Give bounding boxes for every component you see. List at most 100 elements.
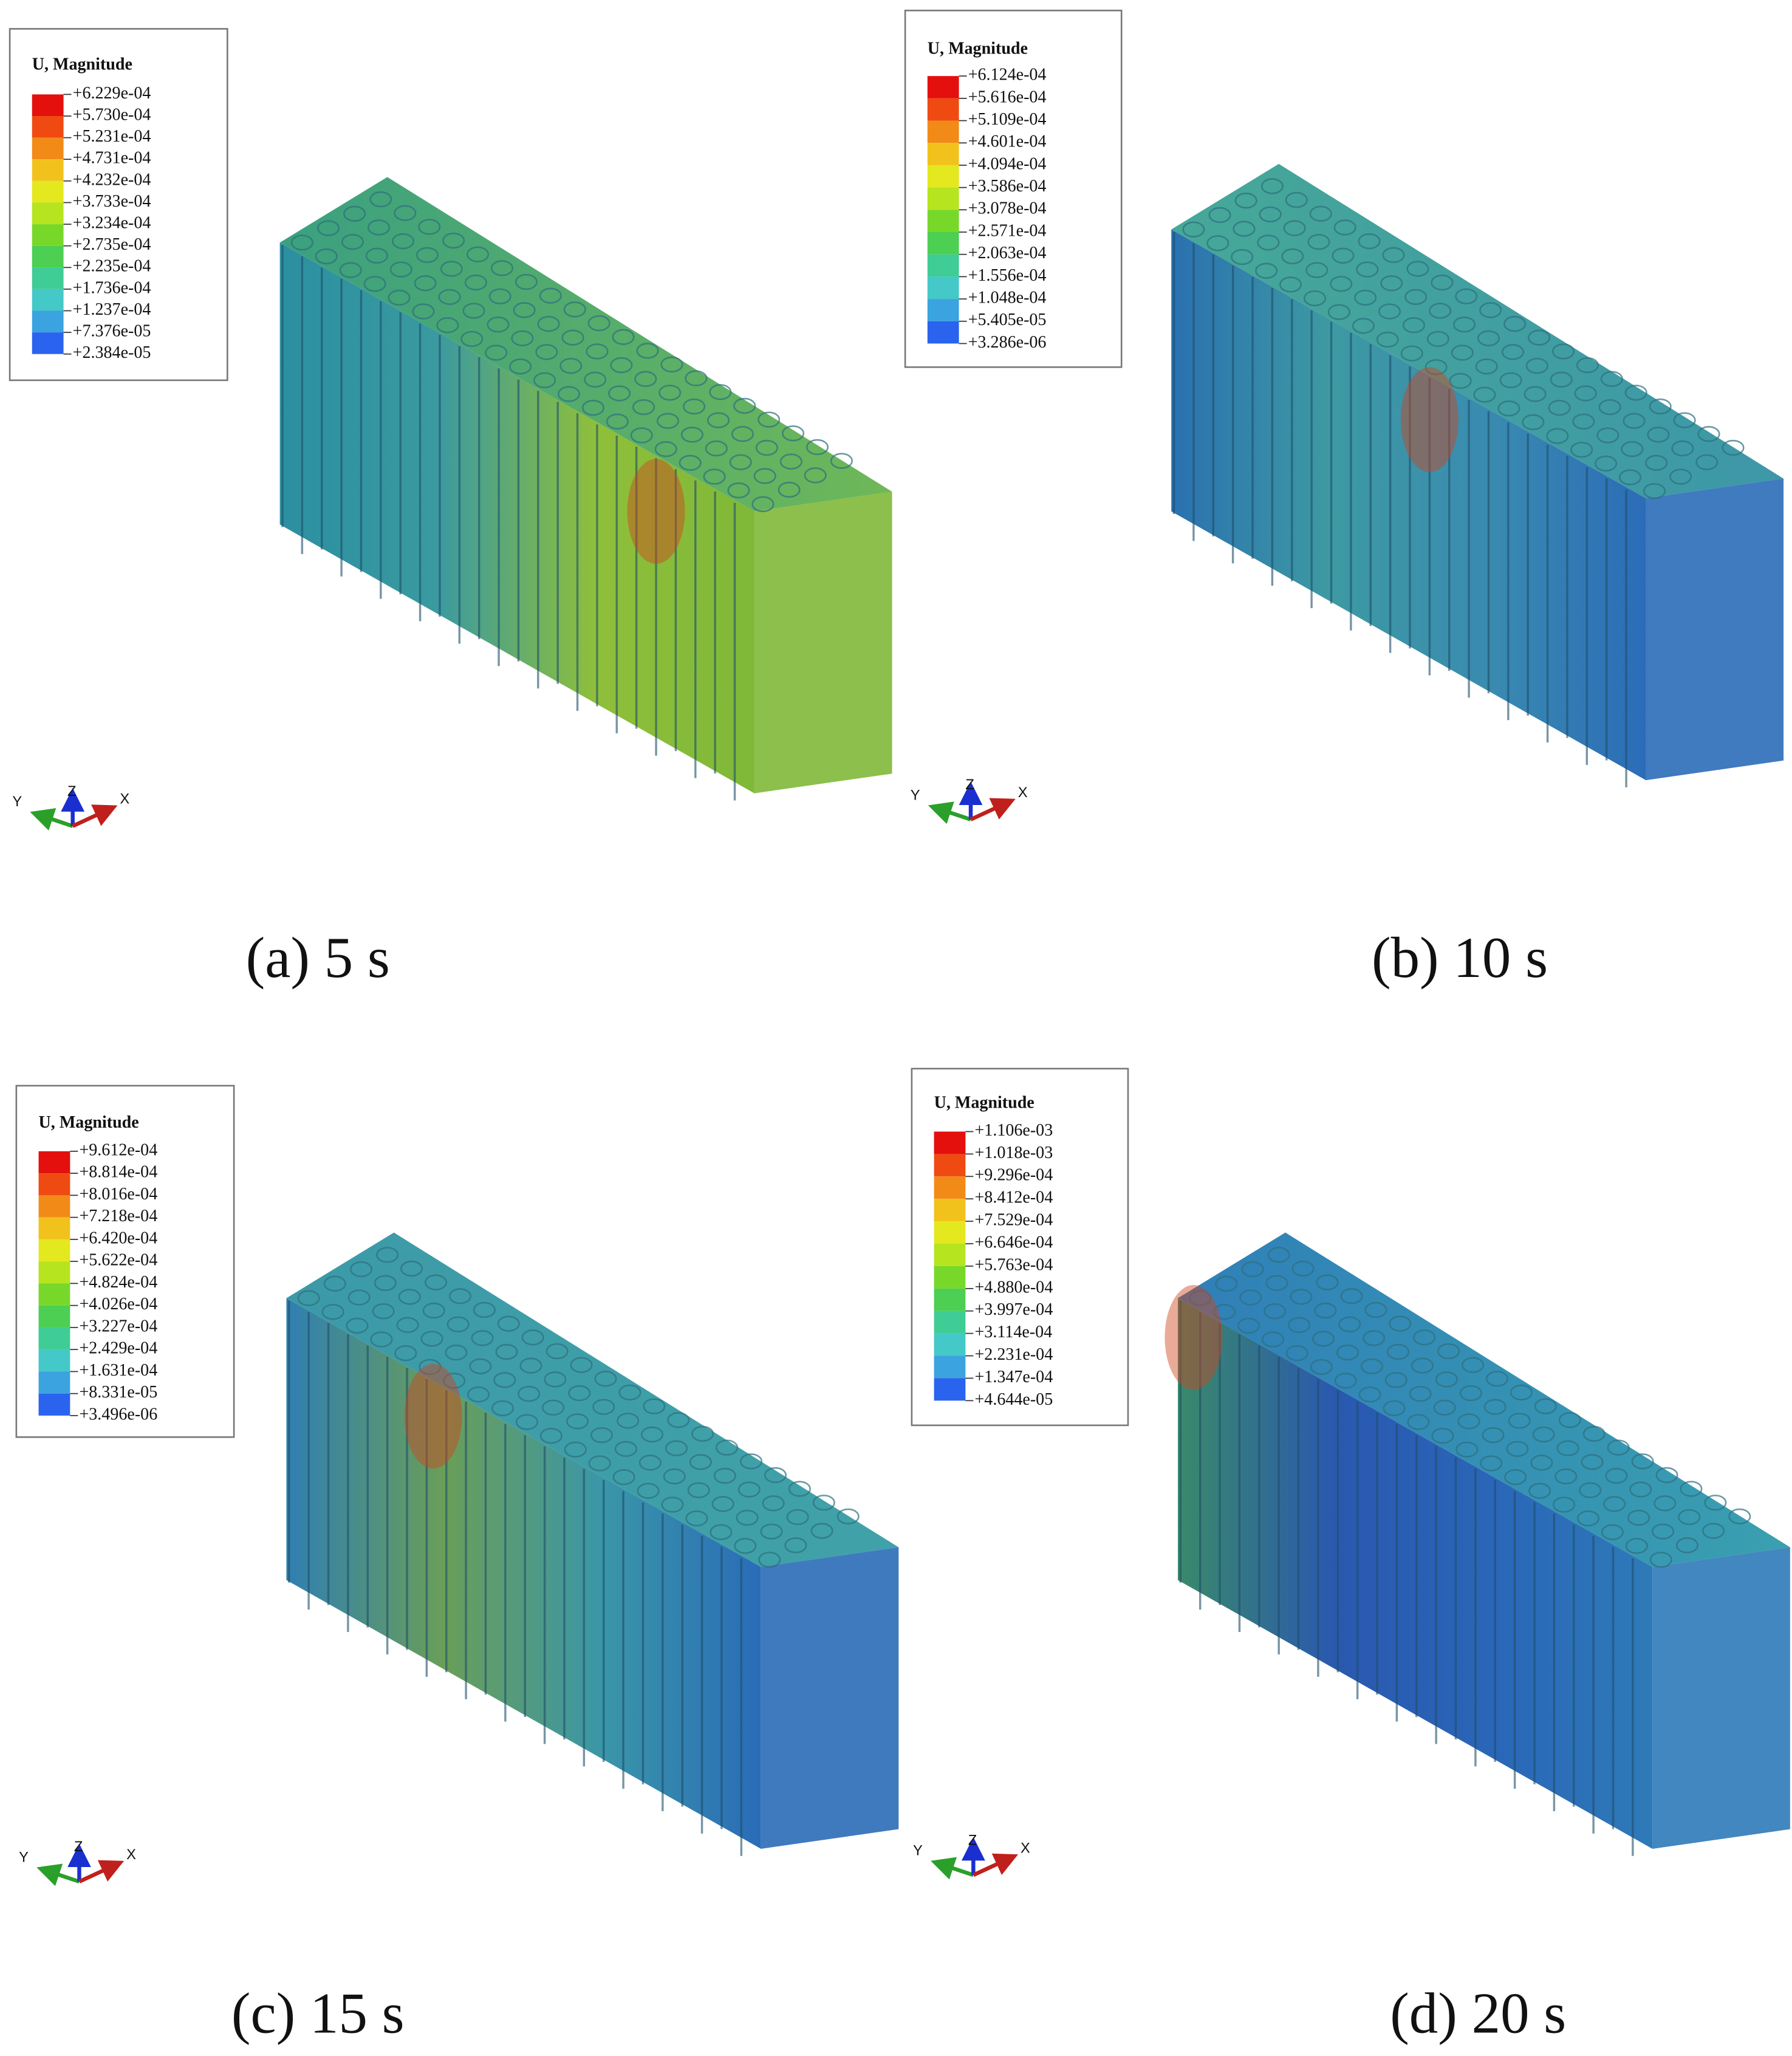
model-cell — [612, 1469, 635, 1485]
legend-title: U, Magnitude — [928, 39, 1028, 58]
legend-value: +3.496e-06 — [79, 1405, 157, 1424]
legend-value: +7.218e-04 — [79, 1207, 157, 1225]
model-cell — [588, 1455, 611, 1472]
model-cell — [1477, 330, 1500, 346]
model-cell — [729, 454, 752, 470]
model-cell — [779, 453, 802, 470]
model-cell — [1497, 400, 1520, 417]
model-cell — [1673, 412, 1696, 428]
model-cell — [778, 481, 801, 498]
model-cell — [660, 356, 683, 373]
panel: U, Magnitude +9.612e-04 +8.814e-04 +8.016e-… — [15, 1085, 899, 2045]
model-cell — [1457, 1413, 1480, 1430]
model-cell — [545, 1343, 569, 1360]
model-cell — [1305, 262, 1329, 278]
model-cell — [710, 1524, 733, 1540]
model-cell — [641, 1426, 664, 1443]
model-cell — [1382, 247, 1405, 263]
model-cell — [1257, 235, 1280, 251]
model-cell — [665, 1440, 688, 1456]
model-cell — [466, 246, 490, 262]
model-cell — [442, 232, 465, 249]
model-cell — [396, 1317, 419, 1333]
model-cell — [1189, 1290, 1212, 1306]
model-cell — [1506, 1441, 1529, 1457]
model-cell — [1462, 1357, 1485, 1373]
model-cell — [1576, 1510, 1600, 1527]
model-cell — [471, 1330, 494, 1346]
legend-swatch — [934, 1199, 966, 1222]
model-cell — [1651, 1523, 1675, 1540]
model-cell — [1389, 1315, 1412, 1332]
model-cell — [1264, 1303, 1287, 1320]
model-cell — [1596, 427, 1619, 444]
legend-swatch — [934, 1154, 966, 1177]
model-cell — [420, 1331, 443, 1347]
model-cell — [1595, 455, 1618, 472]
legend-swatch — [38, 1261, 70, 1284]
model-cell — [1330, 276, 1353, 292]
model-cell — [1431, 1428, 1454, 1444]
model-cell — [1485, 1371, 1509, 1387]
model-cell — [398, 1289, 421, 1305]
model-cell — [1409, 1385, 1432, 1402]
model-cell — [347, 1289, 371, 1306]
legend-swatch — [934, 1378, 966, 1401]
model-cell — [544, 1371, 567, 1388]
model-cell — [487, 316, 510, 333]
model-cell — [1510, 1384, 1533, 1401]
axis-arrow — [970, 798, 1016, 821]
model-cell — [836, 1508, 860, 1525]
model-cell — [316, 220, 340, 236]
model-cell — [365, 247, 388, 264]
legend-value: +3.078e-04 — [968, 199, 1047, 218]
axis-arrow — [972, 1853, 1019, 1877]
model-cell — [1291, 1260, 1315, 1277]
caption: (b) 10 s — [1372, 925, 1548, 990]
model-cell — [634, 371, 657, 387]
model-cell — [1475, 358, 1498, 375]
model-cell — [509, 358, 532, 375]
model-cell — [511, 330, 534, 346]
model-cell — [418, 219, 441, 235]
model-cell — [788, 1481, 811, 1497]
model-cell — [1376, 331, 1399, 348]
legend-value: +3.227e-04 — [79, 1317, 157, 1335]
model-cell — [1601, 1524, 1624, 1540]
model-cell — [632, 399, 655, 416]
model-cell — [1424, 359, 1448, 375]
model-cell — [446, 1316, 470, 1332]
legend-value: +3.286e-06 — [968, 333, 1047, 352]
legend-value: +8.814e-04 — [79, 1163, 157, 1182]
model-cell — [1265, 1275, 1288, 1291]
legend-value: +2.571e-04 — [968, 221, 1047, 240]
caption: (d) 20 s — [1390, 1981, 1566, 2045]
model-cell — [495, 1343, 518, 1360]
model-cell — [568, 1385, 591, 1402]
legend-swatch — [934, 1244, 966, 1266]
legend-swatch — [38, 1239, 70, 1262]
model-cell — [394, 205, 417, 221]
model-cell — [467, 1386, 490, 1403]
model-cell — [563, 301, 586, 318]
legend-swatch — [927, 120, 959, 143]
model-cell — [1524, 386, 1547, 402]
legend-swatch — [32, 289, 64, 311]
model-cell — [1532, 1426, 1555, 1443]
model-cell — [1680, 1481, 1703, 1497]
model-cell — [493, 1372, 516, 1388]
model-cell — [443, 1372, 466, 1389]
legend-swatch — [32, 310, 64, 333]
model-cell — [570, 1357, 593, 1373]
model-end — [1646, 478, 1784, 781]
model-cell — [1360, 1358, 1383, 1374]
legend-swatch — [927, 76, 959, 98]
model-cell — [587, 315, 610, 332]
model-cell — [462, 303, 485, 319]
model-cell — [1459, 1385, 1482, 1402]
model-cell — [734, 1538, 757, 1554]
model-cell — [1534, 1398, 1557, 1414]
model-cell — [711, 1496, 734, 1512]
model-cell — [617, 1413, 640, 1429]
model-cell — [1455, 1441, 1479, 1458]
